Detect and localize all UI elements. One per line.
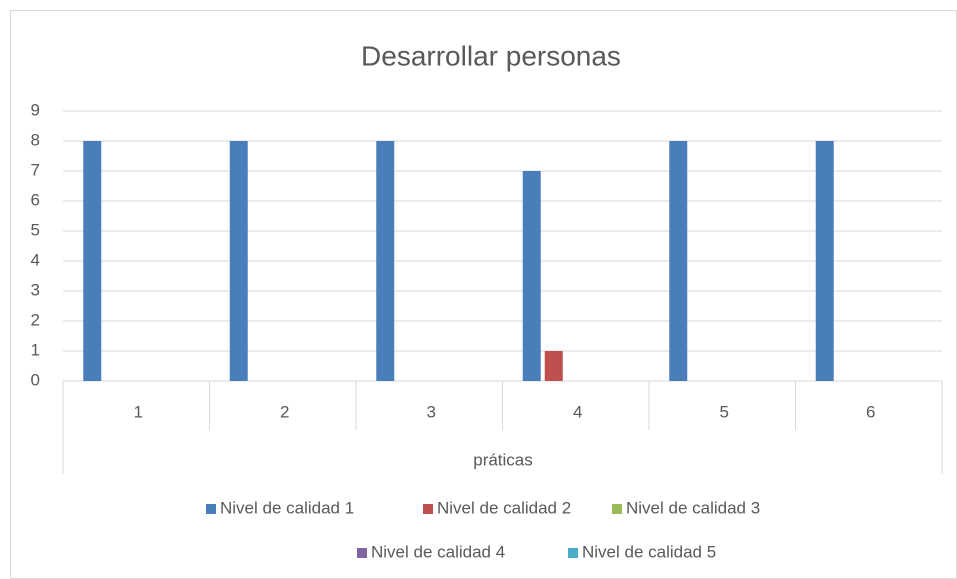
x-tick-label: 2 (280, 402, 289, 421)
y-tick-label: 9 (31, 100, 40, 119)
legend-swatch (206, 504, 216, 514)
y-tick-label: 3 (31, 280, 40, 299)
x-tick-label: 3 (427, 402, 436, 421)
legend-label: Nivel de calidad 5 (582, 542, 716, 561)
y-tick-label: 4 (31, 250, 40, 269)
y-tick-label: 1 (31, 340, 40, 359)
x-tick-label: 1 (134, 402, 143, 421)
legend-swatch (357, 548, 367, 558)
y-tick-label: 6 (31, 190, 40, 209)
x-tick-label: 4 (573, 402, 582, 421)
y-tick-label: 7 (31, 160, 40, 179)
y-tick-label: 5 (31, 220, 40, 239)
y-tick-label: 2 (31, 310, 40, 329)
x-axis-title: práticas (473, 450, 533, 469)
chart-title: Desarrollar personas (361, 40, 621, 71)
chart-frame (10, 10, 957, 579)
legend-swatch (612, 504, 622, 514)
legend-swatch (568, 548, 578, 558)
bar (229, 141, 248, 381)
bar (669, 141, 688, 381)
bar (83, 141, 102, 381)
legend-label: Nivel de calidad 1 (220, 498, 354, 517)
legend-swatch (423, 504, 433, 514)
legend-label: Nivel de calidad 3 (626, 498, 760, 517)
x-tick-label: 5 (720, 402, 729, 421)
legend-label: Nivel de calidad 4 (371, 542, 505, 561)
bar (376, 141, 395, 381)
y-tick-label: 0 (31, 370, 40, 389)
bar (815, 141, 834, 381)
bar (522, 171, 541, 381)
legend-label: Nivel de calidad 2 (437, 498, 571, 517)
bar (544, 351, 563, 381)
x-tick-label: 6 (866, 402, 875, 421)
y-tick-label: 8 (31, 130, 40, 149)
